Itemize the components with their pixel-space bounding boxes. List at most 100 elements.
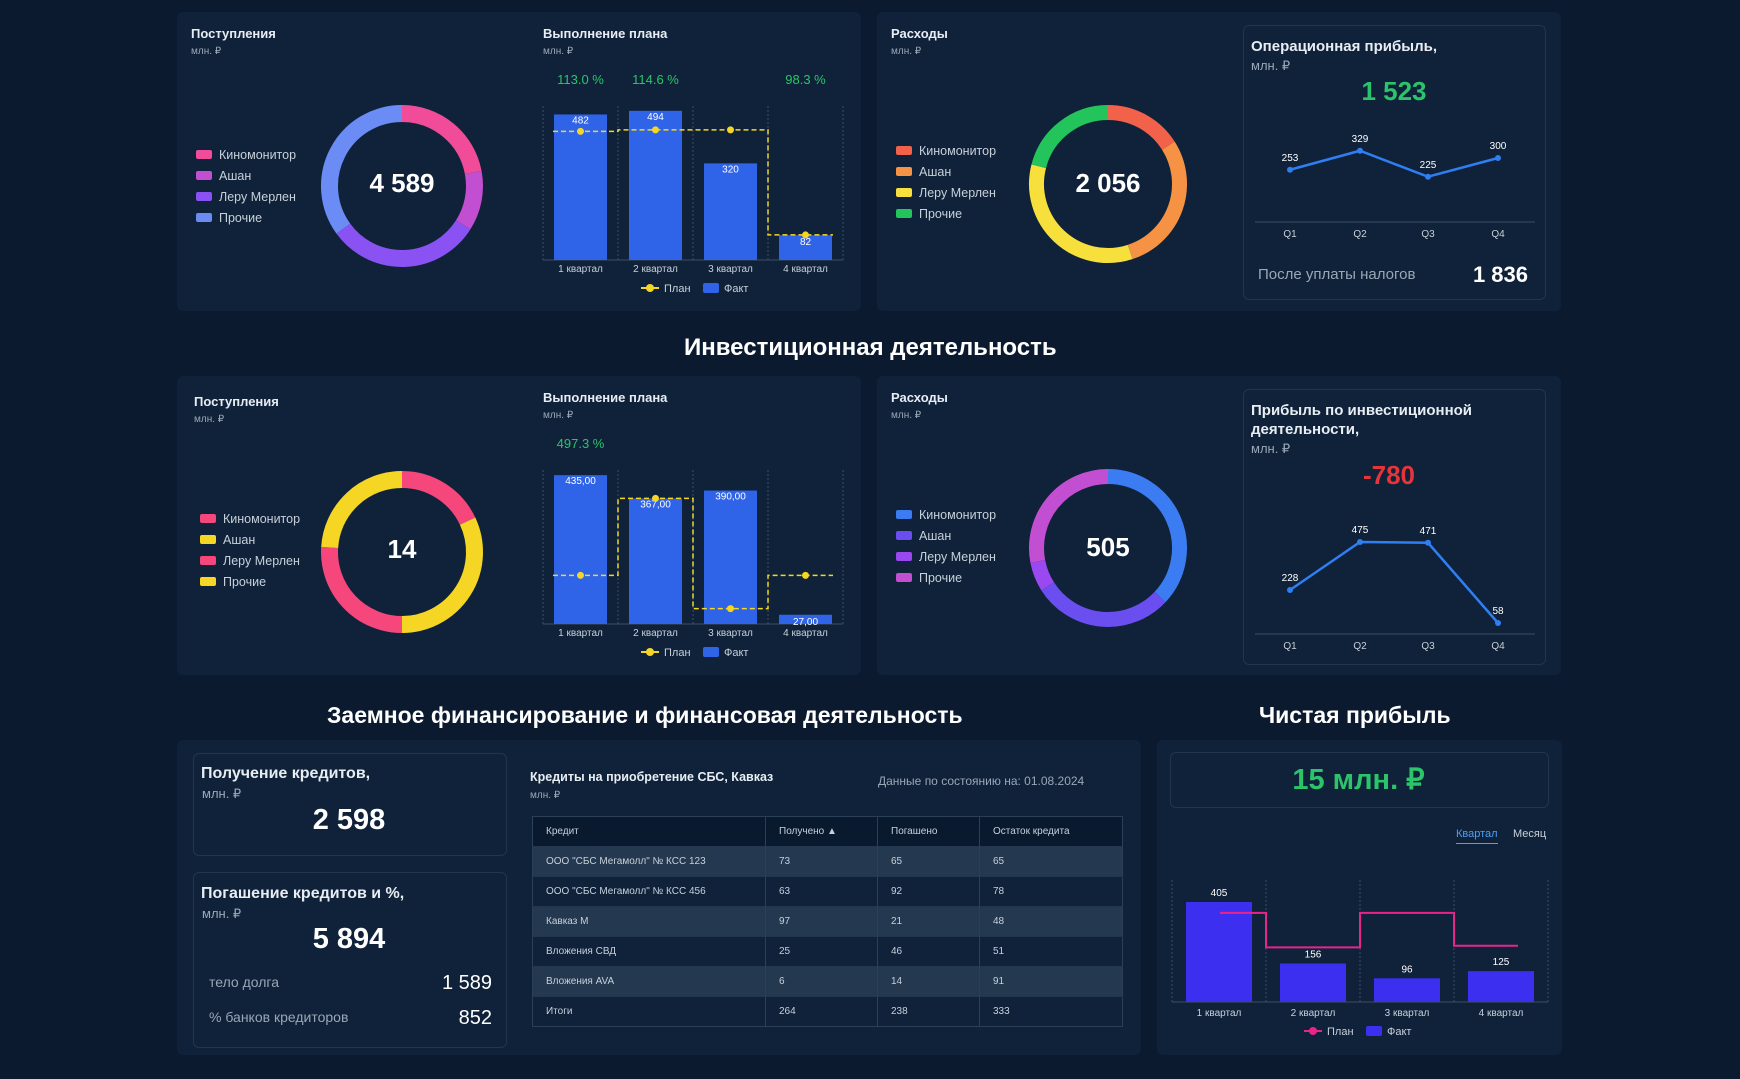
inv-profit-unit: млн. ₽ <box>1251 441 1291 456</box>
cell-balance: 51 <box>979 936 1123 967</box>
table-row[interactable]: ООО "СБС Мегамолл" № КСС 456 63 92 78 <box>532 876 1123 907</box>
op-exp-total: 2 056 <box>1075 168 1141 198</box>
donut-slice <box>321 471 403 549</box>
donut-slice <box>1041 582 1166 627</box>
legend-item[interactable]: Леру Мерлен <box>200 550 300 571</box>
profit-point <box>1495 620 1501 626</box>
fact-bar <box>1280 963 1346 1002</box>
col-received[interactable]: Получено ▲ <box>765 816 878 847</box>
cell-balance: 333 <box>979 996 1123 1027</box>
plan-line <box>553 497 833 610</box>
legend-swatch <box>196 192 212 201</box>
inv-income-total: 14 <box>387 534 417 564</box>
legend-item[interactable]: Киномонитор <box>196 144 296 165</box>
legend-item[interactable]: Киномонитор <box>200 508 300 529</box>
legend-item[interactable]: Киномонитор <box>896 140 996 161</box>
col-credit[interactable]: Кредит <box>532 816 766 847</box>
profit-line <box>1289 540 1499 624</box>
legend-swatch <box>196 213 212 222</box>
fact-bar <box>629 110 682 260</box>
category-label: 4 квартал <box>1479 1008 1524 1019</box>
legend-swatch <box>200 577 216 586</box>
point-label: 228 <box>1282 573 1299 584</box>
quarter-label: Q2 <box>1353 229 1367 240</box>
inv-exp-legend: Киномонитор Ашан Леру Мерлен Прочие <box>896 504 996 588</box>
cell-repaid: 238 <box>877 996 980 1027</box>
legend-item[interactable]: Ашан <box>896 161 996 182</box>
legend-swatch <box>200 514 216 523</box>
donut-slice <box>1127 141 1187 260</box>
fact-bar <box>629 498 682 624</box>
loans-repaid-card <box>193 872 507 1048</box>
col-repaid[interactable]: Погашено <box>877 816 980 847</box>
inv-plan-chart: 497.3 % 435,00 367,00 390,00 27,00 1 квартал 2… <box>542 436 844 659</box>
legend-item[interactable]: Киномонитор <box>896 504 996 525</box>
inv-income-donut <box>321 471 483 633</box>
fact-bar <box>779 614 832 624</box>
cell-received: 73 <box>765 846 878 877</box>
fact-label: 494 <box>647 112 664 123</box>
plan-point <box>727 605 734 613</box>
fact-bar <box>554 475 607 624</box>
table-row[interactable]: Вложения AVA 6 14 91 <box>532 966 1123 997</box>
legend-item[interactable]: Прочие <box>200 571 300 592</box>
legend-label: Киномонитор <box>919 143 997 158</box>
cell-credit: Кавказ М <box>532 906 766 937</box>
category-label: 1 квартал <box>558 264 603 275</box>
op-profit-title: Операционная прибыль, <box>1251 38 1437 55</box>
loans-repaid-unit: млн. ₽ <box>202 906 242 921</box>
donut-slice <box>401 105 482 175</box>
legend-item[interactable]: Прочие <box>896 203 996 224</box>
fact-bar <box>704 163 757 260</box>
inv-income-legend: Киномонитор Ашан Леру Мерлен Прочие <box>200 508 300 592</box>
legend-item[interactable]: Прочие <box>896 567 996 588</box>
inv-plan-title: Выполнение плана <box>543 390 668 405</box>
op-exp-unit: млн. ₽ <box>891 46 922 57</box>
legend-label: Леру Мерлен <box>223 553 300 568</box>
fact-bar <box>779 235 832 260</box>
inv-exp-title: Расходы <box>891 390 948 405</box>
category-label: 2 квартал <box>633 628 678 639</box>
cell-credit: Вложения AVA <box>532 966 766 997</box>
net-profit-card <box>1170 752 1549 808</box>
legend-item[interactable]: Ашан <box>200 529 300 550</box>
inv-profit-title-2: деятельности, <box>1251 421 1360 438</box>
legend-fact-swatch <box>1366 1026 1382 1036</box>
category-label: 2 квартал <box>633 264 678 275</box>
table-row[interactable]: Кавказ М 97 21 48 <box>532 906 1123 937</box>
legend-plan-point <box>1309 1027 1317 1035</box>
inv-exp-unit: млн. ₽ <box>891 410 922 421</box>
quarter-label: Q3 <box>1421 229 1435 240</box>
legend-item[interactable]: Леру Мерлен <box>896 182 996 203</box>
op-income-title: Поступления <box>191 26 276 41</box>
plan-point <box>652 126 659 134</box>
profit-point <box>1357 147 1363 154</box>
legend-item[interactable]: Ашан <box>196 165 296 186</box>
legend-item[interactable]: Леру Мерлен <box>196 186 296 207</box>
table-row[interactable]: Вложения СВД 25 46 51 <box>532 936 1123 967</box>
donut-slice <box>1107 469 1187 603</box>
cell-repaid: 46 <box>877 936 980 967</box>
cell-received: 264 <box>765 996 878 1027</box>
loans-section-title: Заемное финансирование и финансовая деят… <box>327 702 963 728</box>
op-plan-unit: млн. ₽ <box>543 46 574 57</box>
col-balance[interactable]: Остаток кредита <box>979 816 1123 847</box>
table-row[interactable]: ООО "СБС Мегамолл" № КСС 123 73 65 65 <box>532 846 1123 877</box>
quarter-label: Q4 <box>1491 641 1505 652</box>
donut-slice <box>401 471 476 526</box>
legend-swatch <box>896 167 912 176</box>
legend-item[interactable]: Прочие <box>196 207 296 228</box>
legend-item[interactable]: Ашан <box>896 525 996 546</box>
plan-line <box>1220 911 1518 949</box>
legend-item[interactable]: Леру Мерлен <box>896 546 996 567</box>
loans-table: Кредит Получено ▲ Погашено Остаток креди… <box>532 816 1123 1027</box>
tab-quarter[interactable]: Квартал <box>1456 828 1498 844</box>
op-income-donut <box>321 105 483 267</box>
cell-repaid: 92 <box>877 876 980 907</box>
donut-slice <box>1030 559 1055 591</box>
legend-swatch <box>896 573 912 582</box>
cell-credit: ООО "СБС Мегамолл" № КСС 123 <box>532 846 766 877</box>
tab-month[interactable]: Месяц <box>1513 828 1547 840</box>
table-row[interactable]: Итоги 264 238 333 <box>532 996 1123 1027</box>
quarter-label: Q3 <box>1421 641 1435 652</box>
